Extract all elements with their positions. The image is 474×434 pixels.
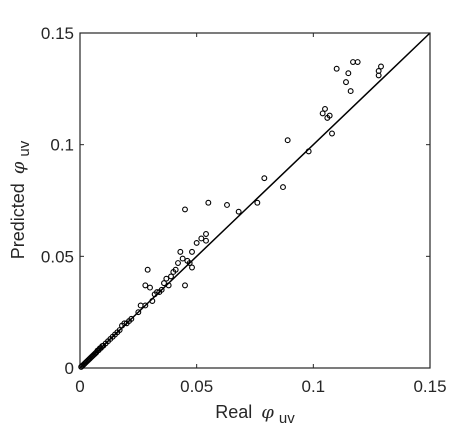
data-point	[378, 63, 384, 70]
data-point	[135, 309, 142, 316]
data-point	[347, 88, 354, 95]
y-tick-label: 0.1	[50, 136, 74, 155]
data-point	[149, 298, 156, 304]
data-point	[254, 199, 261, 206]
data-point	[280, 184, 286, 191]
x-tick-label: 0.15	[413, 377, 446, 396]
data-point	[203, 231, 209, 237]
identity-reference-line	[79, 32, 431, 369]
data-point	[319, 110, 326, 117]
y-tick-label: 0.15	[41, 24, 74, 43]
data-point	[343, 79, 349, 86]
x-tick-label: 0	[75, 377, 84, 396]
data-point	[161, 280, 167, 287]
y-axis-title-prefix: Predicted	[8, 183, 28, 259]
data-point	[128, 315, 135, 322]
data-point	[305, 148, 312, 155]
data-point	[177, 248, 184, 255]
data-points	[78, 59, 384, 370]
x-tick-label: 0.05	[180, 377, 213, 396]
data-point	[165, 282, 172, 289]
data-point	[116, 327, 123, 333]
data-point	[375, 68, 382, 74]
y-axis-ticks: 0 0.05 0.1 0.15	[41, 24, 430, 378]
data-point	[345, 70, 352, 77]
data-point	[235, 208, 242, 215]
data-point	[182, 206, 188, 213]
data-point	[182, 282, 188, 289]
data-point	[172, 266, 179, 273]
data-point	[175, 260, 181, 266]
y-tick-label: 0.05	[41, 247, 74, 266]
x-tick-label: 0.1	[302, 377, 326, 396]
data-point	[179, 255, 186, 262]
data-point	[322, 105, 328, 112]
data-point	[186, 260, 193, 266]
x-axis-title: Real φ uv	[215, 402, 295, 427]
data-point	[121, 320, 128, 327]
data-point	[205, 199, 212, 206]
data-point	[193, 239, 200, 246]
x-axis-title-symbol: φ	[261, 402, 274, 423]
data-point	[144, 266, 151, 273]
x-axis-title-subscript: uv	[279, 410, 295, 427]
data-point	[326, 112, 333, 119]
y-axis-title: Predicted φ uv	[8, 140, 33, 259]
data-point	[203, 237, 209, 244]
data-point	[284, 137, 291, 144]
x-axis-title-prefix: Real	[215, 402, 252, 422]
data-point	[189, 248, 195, 255]
data-point	[329, 130, 335, 137]
x-axis-ticks: 0 0.05 0.1 0.15	[75, 33, 447, 396]
data-point	[168, 273, 174, 280]
data-point	[261, 175, 268, 182]
data-point	[224, 202, 230, 208]
data-point	[158, 286, 165, 293]
data-point	[198, 235, 205, 242]
data-point	[163, 275, 170, 282]
data-point	[354, 59, 361, 65]
data-point	[147, 284, 153, 291]
data-point	[189, 264, 195, 271]
data-point	[142, 302, 149, 309]
y-axis-title-symbol: φ	[8, 161, 29, 174]
y-tick-label: 0	[65, 359, 74, 378]
data-point	[142, 282, 149, 289]
data-point	[154, 289, 160, 296]
data-point	[333, 65, 340, 72]
y-axis-title-subscript: uv	[16, 140, 33, 156]
